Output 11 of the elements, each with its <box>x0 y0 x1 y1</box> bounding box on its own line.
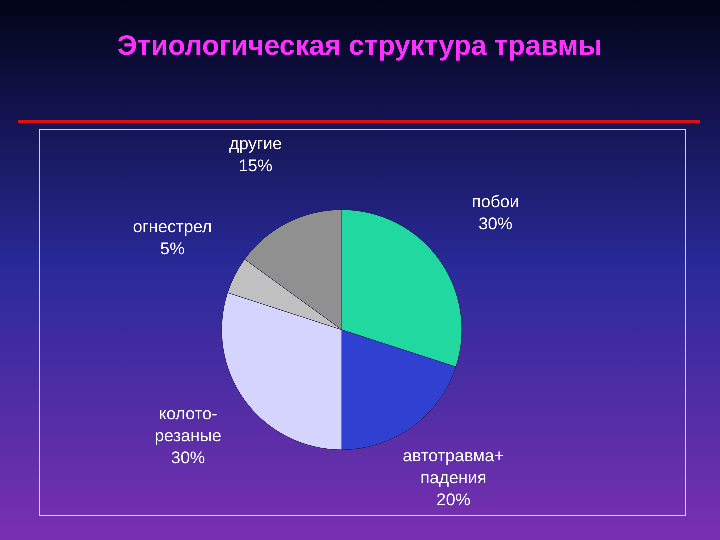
slice-label: автотравма+ падения <box>402 446 504 488</box>
data-label: 20% <box>436 490 471 510</box>
slice-label: другие <box>229 134 282 154</box>
data-label: 30% <box>171 448 206 468</box>
data-label: 15% <box>238 156 273 176</box>
data-label: 5% <box>160 240 185 259</box>
data-label: 30% <box>478 214 513 234</box>
slice-label: огнестрел <box>133 218 212 237</box>
slice-label: колото- резаные <box>154 404 222 446</box>
chart-title: Этиологическая структура травмы <box>118 30 602 61</box>
slice-label: побои <box>472 192 520 212</box>
